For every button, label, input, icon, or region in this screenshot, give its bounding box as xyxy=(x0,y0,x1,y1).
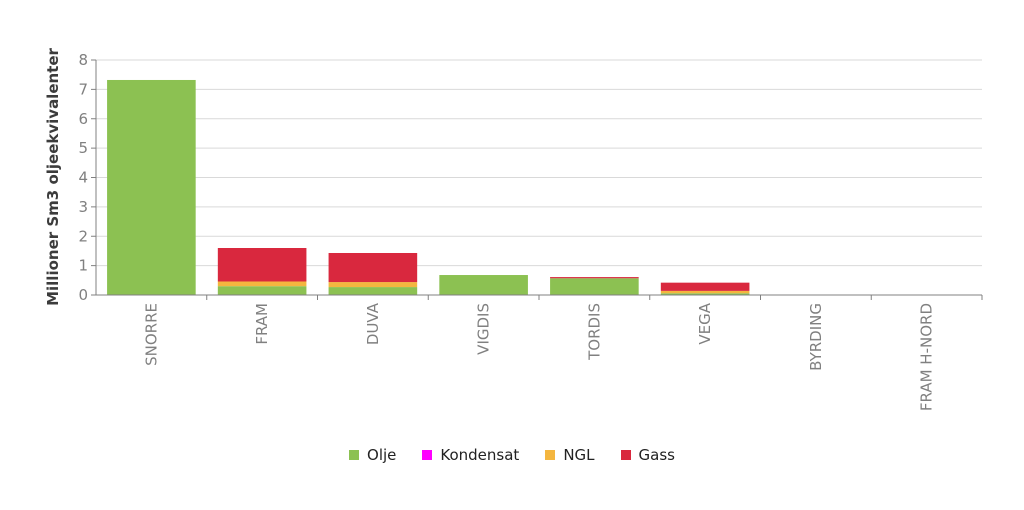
legend-swatch xyxy=(349,450,360,460)
bar-fram-olje xyxy=(217,286,307,295)
legend-label: Kondensat xyxy=(440,446,520,464)
y-tick-label: 2 xyxy=(78,227,88,245)
legend-swatch xyxy=(545,450,556,460)
bars xyxy=(107,79,750,295)
x-tick-label: BYRDING xyxy=(807,303,825,371)
bar-duva-ngl xyxy=(328,282,418,288)
x-tick-label: DUVA xyxy=(364,302,382,345)
y-tick-label: 5 xyxy=(78,139,88,157)
legend-item-kondensat[interactable]: Kondensat xyxy=(422,446,519,464)
legend: Olje Kondensat NGL Gass xyxy=(0,446,1024,464)
x-tick-labels: SNORRE FRAM DUVA VIGDIS TORDIS VEGA BYRDING FRA… xyxy=(142,295,983,411)
y-axis-label: Millioner Sm3 oljeekvivalenter xyxy=(44,47,62,305)
bar-snorre-olje xyxy=(107,79,196,295)
y-tick-label: 1 xyxy=(78,257,88,275)
y-tick-label: 6 xyxy=(78,110,88,128)
bar-fram-ngl xyxy=(217,281,307,287)
bar-vigdis-olje xyxy=(439,275,528,295)
chart: 0 1 2 3 4 5 6 7 8 SNORRE FRAM DUVA VIGDIS TORDIS VEGA… xyxy=(44,47,983,411)
y-tick-label: 4 xyxy=(78,169,88,187)
x-tick-label: FRAM H-NORD xyxy=(918,303,936,411)
legend-swatch xyxy=(422,450,433,460)
y-tick-label: 8 xyxy=(78,51,88,69)
x-tick-label: TORDIS xyxy=(585,303,603,361)
bar-vega-olje xyxy=(660,293,750,295)
bar-duva-olje xyxy=(328,287,418,295)
y-tick-labels: 0 1 2 3 4 5 6 7 8 xyxy=(78,51,96,304)
x-tick-label: FRAM xyxy=(253,303,271,345)
legend-label: Olje xyxy=(367,446,397,464)
x-tick-label: VEGA xyxy=(696,302,714,344)
legend-item-gass[interactable]: Gass xyxy=(620,446,675,464)
legend-item-ngl[interactable]: NGL xyxy=(545,446,595,464)
y-tick-label: 0 xyxy=(78,286,88,304)
x-tick-label: SNORRE xyxy=(142,303,160,366)
legend-label: NGL xyxy=(563,446,595,464)
bar-vega-ngl xyxy=(660,290,750,294)
legend-label: Gass xyxy=(638,446,675,464)
y-tick-label: 3 xyxy=(78,198,88,216)
bar-duva-gass xyxy=(328,252,418,283)
bar-tordis-olje xyxy=(550,278,639,295)
legend-item-olje[interactable]: Olje xyxy=(349,446,396,464)
x-tick-label: VIGDIS xyxy=(475,303,493,355)
gridlines xyxy=(96,59,982,267)
legend-swatch xyxy=(620,450,631,460)
y-tick-label: 7 xyxy=(78,80,88,98)
bar-vega-gass xyxy=(660,282,750,291)
bar-tordis-gass xyxy=(550,277,639,279)
bar-fram-gass xyxy=(217,248,307,282)
